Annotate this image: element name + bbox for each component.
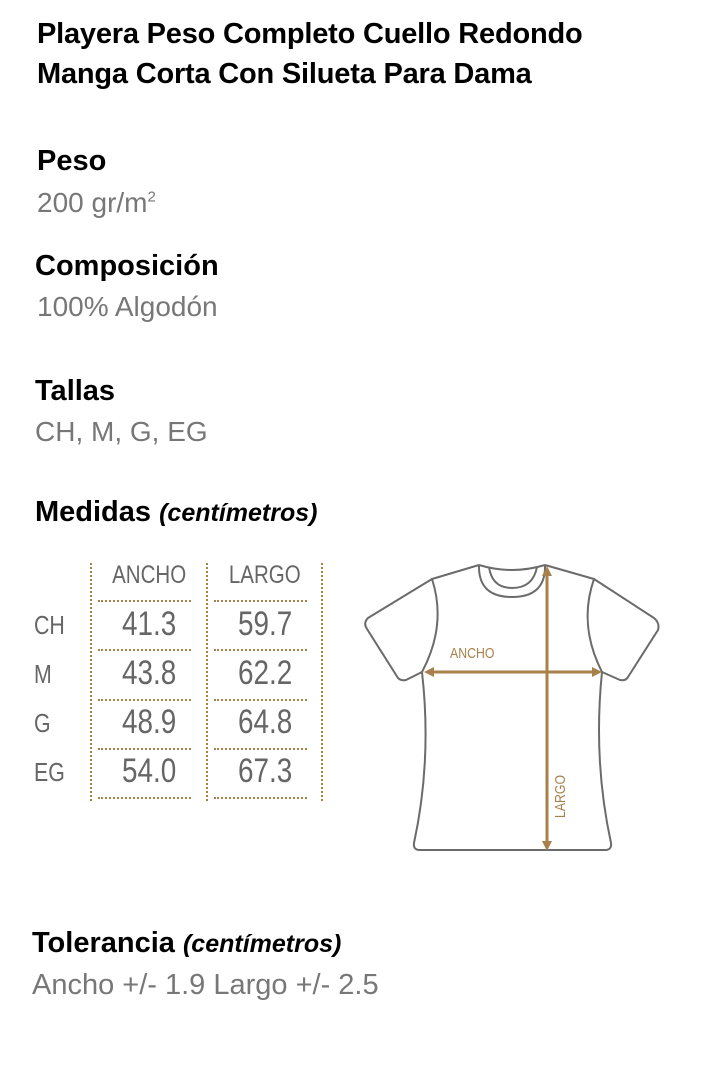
tolerancia-value: Ancho +/- 1.9 Largo +/- 2.5 xyxy=(32,969,379,1001)
composicion-value: 100% Algodón xyxy=(37,291,218,322)
table-divider xyxy=(206,563,208,801)
tolerancia-heading: Tolerancia (centímetros) xyxy=(32,927,341,960)
table-divider xyxy=(321,563,323,801)
ancho-value: 54.0 xyxy=(121,752,177,790)
peso-value: 200 gr/m2 xyxy=(37,187,156,219)
size-label: G xyxy=(34,708,51,738)
size-label: CH xyxy=(34,610,65,640)
ancho-value: 43.8 xyxy=(121,654,177,692)
medidas-unit: (centímetros) xyxy=(159,499,318,527)
row-divider xyxy=(98,748,191,750)
arrowhead-icon xyxy=(424,667,434,677)
peso-heading: Peso xyxy=(37,145,107,177)
product-title: Playera Peso Completo Cuello Redondo Man… xyxy=(37,14,583,94)
ancho-value: 48.9 xyxy=(121,703,177,741)
largo-value: 64.8 xyxy=(237,703,293,741)
arrowhead-icon xyxy=(542,566,552,576)
peso-value-text: 200 gr/m xyxy=(37,187,148,218)
tallas-heading: Tallas xyxy=(35,375,116,407)
row-divider xyxy=(214,649,307,651)
size-label: EG xyxy=(34,757,65,787)
row-divider xyxy=(98,649,191,651)
row-divider xyxy=(214,797,307,799)
tallas-value: CH, M, G, EG xyxy=(35,416,208,447)
row-divider xyxy=(98,600,191,602)
largo-diagram-label: LARGO xyxy=(552,774,569,818)
largo-value: 62.2 xyxy=(237,654,293,692)
row-divider xyxy=(214,699,307,701)
tolerancia-unit: (centímetros) xyxy=(182,930,342,958)
arrowhead-icon xyxy=(542,841,552,851)
column-header-largo: LARGO xyxy=(229,561,301,589)
row-divider xyxy=(214,748,307,750)
medidas-heading: Medidas (centímetros) xyxy=(35,496,317,529)
arrowhead-icon xyxy=(592,667,602,677)
tshirt-outline-icon xyxy=(364,564,660,851)
size-label: M xyxy=(34,659,52,689)
row-divider xyxy=(214,600,307,602)
medidas-label: Medidas xyxy=(35,496,152,528)
largo-value: 59.7 xyxy=(237,605,293,643)
title-line-2: Manga Corta Con Silueta Para Dama xyxy=(37,58,532,90)
composicion-heading: Composición xyxy=(35,250,219,282)
ancho-value: 41.3 xyxy=(121,605,177,643)
title-line-1: Playera Peso Completo Cuello Redondo xyxy=(37,18,583,50)
tolerancia-label: Tolerancia xyxy=(32,927,175,959)
ancho-diagram-label: ANCHO xyxy=(450,645,495,662)
row-divider xyxy=(98,699,191,701)
peso-superscript: 2 xyxy=(147,188,156,206)
largo-value: 67.3 xyxy=(237,752,293,790)
row-divider xyxy=(98,797,191,799)
column-header-ancho: ANCHO xyxy=(111,561,187,589)
table-divider xyxy=(90,563,92,801)
